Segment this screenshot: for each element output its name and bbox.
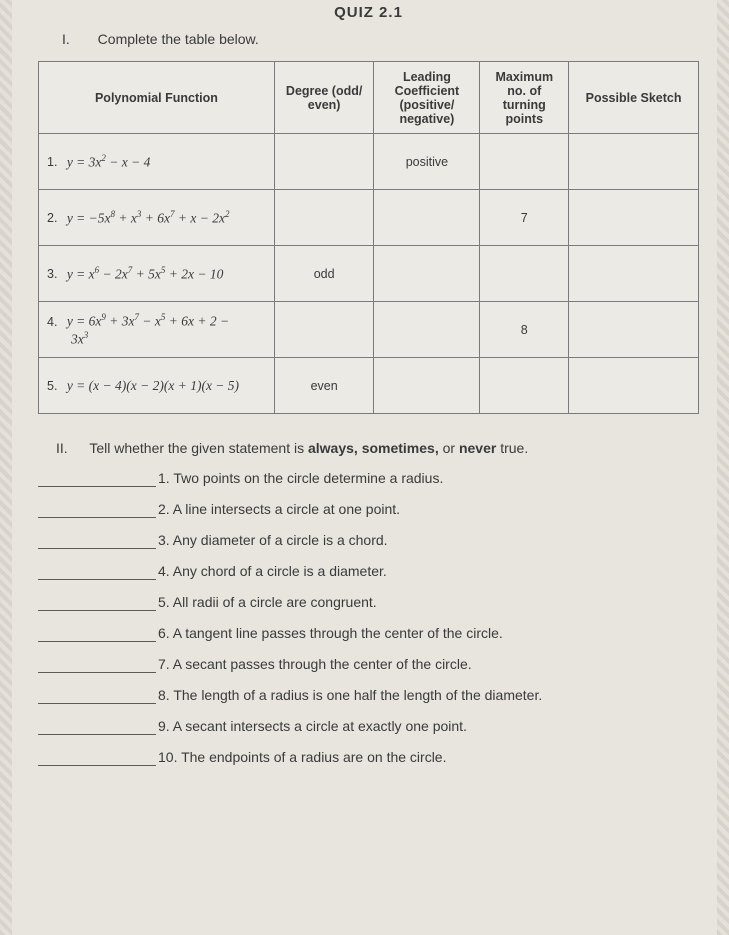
section2-intro-bold2: never: [459, 440, 496, 456]
statement-row: 2. A line intersects a circle at one poi…: [38, 501, 699, 518]
statement-row: 7. A secant passes through the center of…: [38, 656, 699, 673]
section2-intro-pre: Tell whether the given statement is: [89, 440, 308, 456]
cell-coef: [374, 358, 480, 414]
statement-row: 4. Any chord of a circle is a diameter.: [38, 563, 699, 580]
section2-intro: II. Tell whether the given statement is …: [56, 440, 699, 456]
cell-turn: 7: [480, 190, 569, 246]
statement-text: 3. Any diameter of a circle is a chord.: [158, 532, 388, 549]
statement-row: 10. The endpoints of a radius are on the…: [38, 749, 699, 766]
answer-blank[interactable]: [38, 533, 156, 549]
section2-intro-bold: always, sometimes,: [308, 440, 439, 456]
cell-sketch: [569, 302, 699, 358]
section1-roman: I.: [62, 31, 70, 47]
right-border-pattern: [717, 0, 729, 935]
section2-intro-mid: or: [439, 440, 459, 456]
section2-intro-post: true.: [496, 440, 528, 456]
cell-degree: odd: [274, 246, 374, 302]
cell-sketch: [569, 134, 699, 190]
polynomial-table: Polynomial Function Degree (odd/ even) L…: [38, 61, 699, 414]
cell-coef: [374, 302, 480, 358]
cell-coef: positive: [374, 134, 480, 190]
table-header-row: Polynomial Function Degree (odd/ even) L…: [39, 62, 699, 134]
section1-text: Complete the table below.: [98, 31, 259, 47]
col-header-function: Polynomial Function: [39, 62, 275, 134]
cell-function: 3. y = x6 − 2x7 + 5x5 + 2x − 10: [39, 246, 275, 302]
cell-degree: [274, 190, 374, 246]
answer-blank[interactable]: [38, 750, 156, 766]
table-row: 5. y = (x − 4)(x − 2)(x + 1)(x − 5)even: [39, 358, 699, 414]
answer-blank[interactable]: [38, 471, 156, 487]
statement-row: 3. Any diameter of a circle is a chord.: [38, 532, 699, 549]
answer-blank[interactable]: [38, 657, 156, 673]
table-row: 2. y = −5x8 + x3 + 6x7 + x − 2x2 7: [39, 190, 699, 246]
cell-turn: 8: [480, 302, 569, 358]
cell-function: 1. y = 3x2 − x − 4: [39, 134, 275, 190]
left-border-pattern: [0, 0, 12, 935]
table-row: 1. y = 3x2 − x − 4 positive: [39, 134, 699, 190]
section2-roman: II.: [56, 440, 68, 456]
statement-row: 5. All radii of a circle are congruent.: [38, 594, 699, 611]
col-header-sketch: Possible Sketch: [569, 62, 699, 134]
statement-row: 6. A tangent line passes through the cen…: [38, 625, 699, 642]
statement-text: 6. A tangent line passes through the cen…: [158, 625, 503, 642]
statement-row: 8. The length of a radius is one half th…: [38, 687, 699, 704]
answer-blank[interactable]: [38, 502, 156, 518]
cell-sketch: [569, 190, 699, 246]
answer-blank[interactable]: [38, 564, 156, 580]
col-header-degree: Degree (odd/ even): [274, 62, 374, 134]
table-row: 3. y = x6 − 2x7 + 5x5 + 2x − 10odd: [39, 246, 699, 302]
statement-text: 2. A line intersects a circle at one poi…: [158, 501, 400, 518]
statement-row: 1. Two points on the circle determine a …: [38, 470, 699, 487]
section1-intro: I. Complete the table below.: [62, 31, 699, 47]
statement-text: 8. The length of a radius is one half th…: [158, 687, 542, 704]
answer-blank[interactable]: [38, 719, 156, 735]
cell-turn: [480, 246, 569, 302]
statement-text: 10. The endpoints of a radius are on the…: [158, 749, 446, 766]
col-header-turning: Maximum no. of turning points: [480, 62, 569, 134]
cell-sketch: [569, 246, 699, 302]
statement-text: 5. All radii of a circle are congruent.: [158, 594, 377, 611]
answer-blank[interactable]: [38, 688, 156, 704]
statement-text: 7. A secant passes through the center of…: [158, 656, 472, 673]
statement-text: 1. Two points on the circle determine a …: [158, 470, 443, 487]
section2: II. Tell whether the given statement is …: [38, 440, 699, 766]
cell-coef: [374, 246, 480, 302]
statement-text: 9. A secant intersects a circle at exact…: [158, 718, 467, 735]
cell-function: 4. y = 6x9 + 3x7 − x5 + 6x + 2 −3x3: [39, 302, 275, 358]
cell-function: 2. y = −5x8 + x3 + 6x7 + x − 2x2: [39, 190, 275, 246]
cell-degree: [274, 302, 374, 358]
cell-degree: [274, 134, 374, 190]
answer-blank[interactable]: [38, 595, 156, 611]
table-row: 4. y = 6x9 + 3x7 − x5 + 6x + 2 −3x3 8: [39, 302, 699, 358]
cell-turn: [480, 358, 569, 414]
cell-turn: [480, 134, 569, 190]
answer-blank[interactable]: [38, 626, 156, 642]
cell-coef: [374, 190, 480, 246]
cell-sketch: [569, 358, 699, 414]
col-header-coefficient: Leading Coefficient (positive/ negative): [374, 62, 480, 134]
statement-text: 4. Any chord of a circle is a diameter.: [158, 563, 387, 580]
cell-function: 5. y = (x − 4)(x − 2)(x + 1)(x − 5): [39, 358, 275, 414]
quiz-title: QUIZ 2.1: [38, 4, 699, 21]
statement-row: 9. A secant intersects a circle at exact…: [38, 718, 699, 735]
cell-degree: even: [274, 358, 374, 414]
